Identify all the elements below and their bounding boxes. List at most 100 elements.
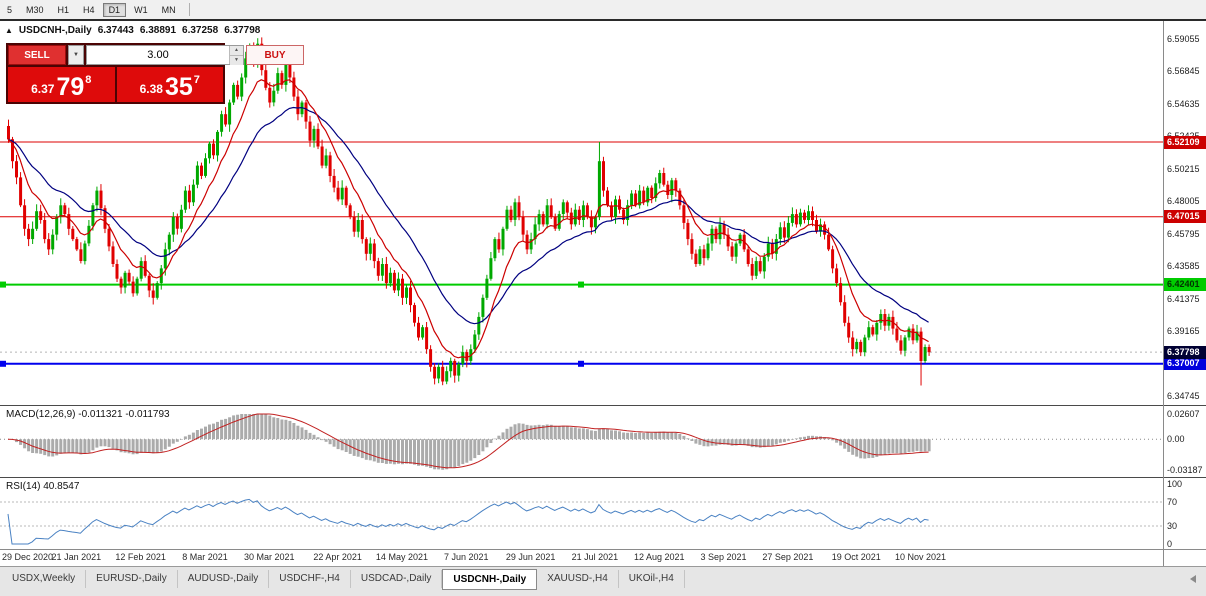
date-label: 21 Jan 2021: [51, 552, 102, 562]
rsi-plot: [0, 498, 1163, 545]
sell-price-pip: 8: [85, 74, 92, 86]
indicator-axis-label: 0: [1167, 539, 1173, 549]
macd-label: MACD(12,26,9) -0.011321 -0.011793: [6, 409, 170, 420]
price-tag-6.37007: 6.37007: [1164, 357, 1206, 371]
chart-symbol-label: USDCNH-,Daily: [18, 25, 92, 36]
ma-fast-line: [7, 79, 929, 359]
tab-xauusd-h4[interactable]: XAUUSD-,H4: [537, 570, 619, 588]
timeframe-button-H4[interactable]: H4: [83, 4, 95, 15]
macd-histogram: [15, 414, 931, 470]
price-axis-label: 6.56845: [1167, 66, 1200, 77]
price-axis-border: [1163, 21, 1164, 566]
lot-step-up-icon[interactable]: ▲: [230, 46, 243, 56]
timeframe-button-H1[interactable]: H1: [57, 4, 70, 15]
lot-size-field: ▲ ▼: [86, 45, 244, 65]
panel-separator: [0, 549, 1206, 550]
chart-tabs-bar: USDX,Weekly EURUSD-,Daily AUDUSD-,Daily USD…: [0, 566, 1206, 596]
date-label: 30 Mar 2021: [244, 552, 295, 562]
ohlc-high: 6.38891: [139, 25, 177, 36]
chart-title: ▲ USDCNH-,Daily 6.37443 6.38891 6.37258 …: [5, 25, 260, 36]
date-label: 21 Jul 2021: [571, 552, 619, 562]
price-tag-6.52109: 6.52109: [1164, 135, 1206, 149]
indicator-axis-label: 0.00: [1167, 434, 1185, 445]
date-label: 29 Dec 2020: [2, 552, 54, 562]
buy-price-prefix: 6.38: [139, 82, 163, 96]
sell-price-big: 79: [56, 73, 85, 101]
buy-button[interactable]: BUY: [246, 45, 304, 65]
sell-button[interactable]: SELL: [8, 45, 66, 65]
price-axis-label: 6.59055: [1167, 34, 1200, 44]
macd-plot: [0, 413, 1163, 470]
tab-eurusd-daily[interactable]: EURUSD-,Daily: [86, 570, 178, 588]
price-tag-6.37798: 6.37798: [1164, 345, 1206, 359]
price-axis-label: 6.48005: [1167, 196, 1200, 207]
price-tag-6.47015: 6.47015: [1164, 210, 1206, 224]
buy-price-pip: 7: [193, 74, 200, 86]
timeframe-button-D1[interactable]: D1: [102, 2, 127, 17]
price-axis-label: 6.34745: [1167, 390, 1200, 401]
indicator-axis-label: 100: [1167, 479, 1183, 489]
rsi-label: RSI(14) 40.8547: [6, 481, 80, 492]
buy-price-big: 35: [164, 73, 193, 101]
ohlc-open: 6.37443: [97, 25, 134, 36]
tab-usdcad-daily[interactable]: USDCAD-,Daily: [351, 570, 443, 588]
price-axis-label: 6.50215: [1167, 163, 1200, 174]
candlestick-plot: [0, 37, 1163, 386]
date-label: 8 Mar 2021: [182, 552, 228, 562]
time-axis: 29 Dec 2020 21 Jan 2021 12 Feb 2021 8 Mar 2…: [0, 550, 1206, 566]
trade-panel-controls: SELL ▼ ▲ ▼ BUY: [8, 45, 304, 65]
buy-price-button[interactable]: 6.38 35 7: [116, 67, 223, 102]
macd-signal-line: [7, 413, 929, 469]
date-label: 3 Sep 2021: [700, 552, 747, 562]
timeframe-button-MN[interactable]: MN: [161, 4, 176, 15]
rsi-line: [7, 498, 929, 545]
date-label: 29 Jun 2021: [505, 552, 556, 562]
sell-price-prefix: 6.37: [31, 82, 55, 96]
price-tag-6.42401: 6.42401: [1164, 278, 1206, 292]
timeframe-toolbar: 5 M30 H1 H4 D1 W1 MN: [0, 0, 1206, 19]
date-label: 27 Sep 2021: [762, 552, 814, 562]
chart-window-border: [0, 19, 1206, 21]
ohlc-low: 6.37258: [182, 25, 219, 36]
sell-price-button[interactable]: 6.37 79 8: [8, 67, 115, 102]
rsi-panel: RSI(14) 40.8547 100 70 30 0: [0, 478, 1206, 549]
timeframe-button-W1[interactable]: W1: [134, 4, 148, 15]
timeframe-button-M30[interactable]: M30: [26, 4, 44, 15]
macd-panel: MACD(12,26,9) -0.011321 -0.011793 0.0260…: [0, 406, 1206, 477]
date-label: 12 Feb 2021: [115, 552, 166, 562]
tab-ukoil-h4[interactable]: UKOil-,H4: [619, 570, 685, 588]
panel-separator: [0, 477, 1206, 478]
trade-panel-prices: 6.37 79 8 6.38 35 7: [8, 67, 223, 102]
date-label: 10 Nov 2021: [895, 552, 947, 562]
lot-dropdown-icon[interactable]: ▼: [68, 45, 84, 65]
chart-window-icon: ▲: [5, 26, 13, 35]
indicator-axis-label: 0.02607: [1167, 409, 1200, 419]
tab-audusd-daily[interactable]: AUDUSD-,Daily: [178, 570, 270, 588]
tab-usdx-weekly[interactable]: USDX,Weekly: [2, 570, 87, 588]
date-label: 22 Apr 2021: [313, 552, 362, 562]
toolbar-separator: [188, 3, 190, 16]
date-label: 12 Aug 2021: [633, 552, 685, 562]
indicator-axis-label: 30: [1167, 521, 1178, 531]
price-axis-label: 6.41375: [1167, 293, 1200, 304]
lot-step-down-icon[interactable]: ▼: [230, 56, 243, 65]
ma-slow-line: [7, 106, 929, 325]
date-label: 19 Oct 2021: [831, 552, 881, 562]
timeframe-button-5[interactable]: 5: [7, 4, 13, 15]
lot-size-input[interactable]: [87, 46, 229, 64]
price-axis-label: 6.39165: [1167, 326, 1200, 337]
price-axis-label: 6.54635: [1167, 98, 1200, 109]
main-chart-panel: ▲ USDCNH-,Daily 6.37443 6.38891 6.37258 …: [0, 21, 1206, 405]
lot-stepper: ▲ ▼: [229, 46, 243, 65]
candles-group: [7, 37, 931, 386]
tab-scroll-icon[interactable]: [1190, 575, 1196, 583]
one-click-trading-panel: SELL ▼ ▲ ▼ BUY 6.37 79 8 6.38 35 7: [6, 43, 304, 104]
tab-usdcnh-daily[interactable]: USDCNH-,Daily: [442, 569, 538, 590]
date-label: 7 Jun 2021: [443, 552, 489, 562]
tab-usdchf-h4[interactable]: USDCHF-,H4: [269, 570, 351, 588]
panel-separator: [0, 405, 1206, 406]
indicator-axis-label: 70: [1167, 497, 1178, 507]
date-label: 14 May 2021: [375, 552, 428, 562]
price-axis-label: 6.43585: [1167, 261, 1200, 272]
